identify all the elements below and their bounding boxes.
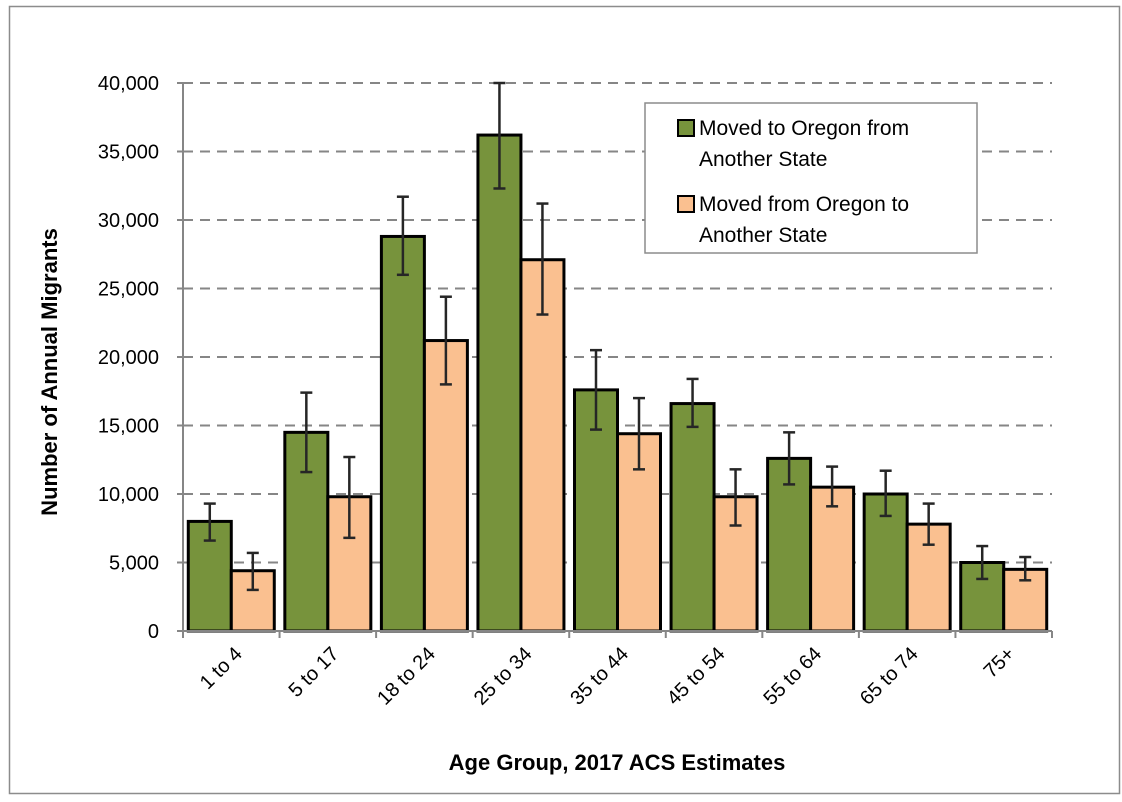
bar [476, 133, 523, 633]
y-tick-label: 20,000 [98, 347, 159, 369]
y-tick-label: 25,000 [98, 279, 159, 301]
y-tick-label: 35,000 [98, 142, 159, 164]
legend-label: Moved from Oregon to [699, 193, 909, 216]
y-tick-label: 10,000 [98, 484, 159, 506]
error-bars [203, 81, 1032, 592]
bar [809, 485, 856, 633]
legend-label: Another State [699, 224, 827, 247]
legend-box [644, 102, 978, 254]
legend-swatch [677, 119, 695, 137]
y-tick-label: 40,000 [98, 73, 159, 95]
legend-label: Another State [699, 148, 827, 171]
y-tick-label: 0 [148, 621, 159, 643]
bars [186, 133, 1049, 633]
legend-label: Moved to Oregon from [699, 117, 909, 140]
axes [177, 82, 1053, 638]
bar [379, 234, 426, 633]
y-axis-label: Number of Annual Migrants [37, 228, 62, 516]
bar [422, 339, 469, 633]
bar [669, 402, 716, 633]
legend-swatch [677, 195, 695, 213]
y-tick-label: 5,000 [109, 553, 159, 575]
bar [326, 495, 373, 633]
y-tick-labels: 0 5,000 10,000 15,000 20,000 25,000 30,000 35,0… [98, 73, 159, 643]
bar [905, 522, 952, 633]
y-tick-label: 15,000 [98, 416, 159, 438]
bar [519, 258, 566, 633]
x-axis-label: Age Group, 2017 ACS Estimates [449, 750, 786, 775]
y-tick-label: 30,000 [98, 210, 159, 232]
legend: Moved to Oregon from Another State Moved f… [644, 102, 978, 254]
